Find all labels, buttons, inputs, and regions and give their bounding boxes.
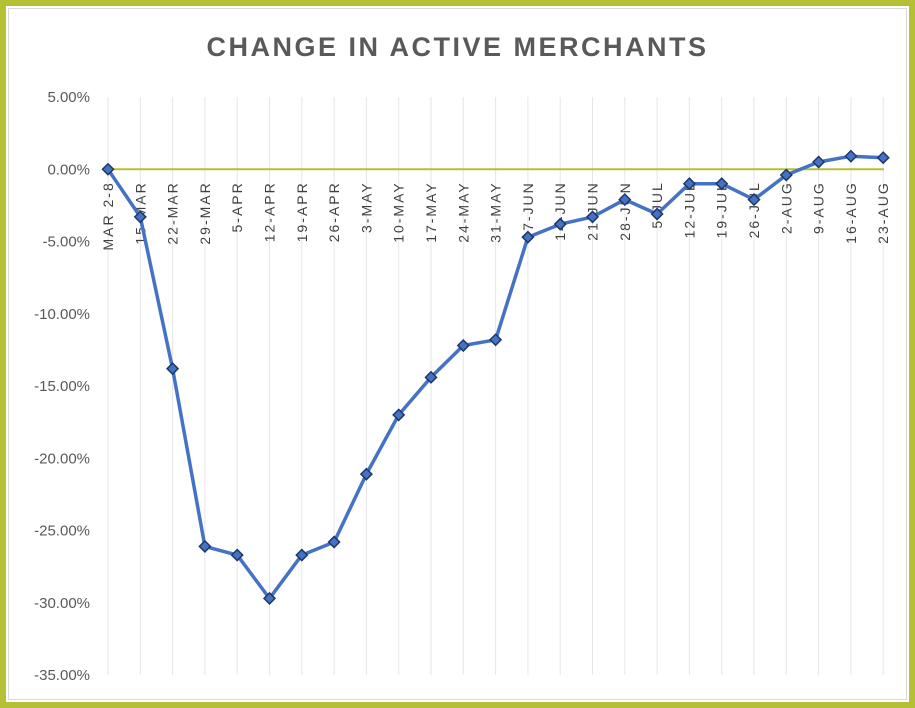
data-point-marker [166, 362, 180, 376]
x-tick-label: 31-MAY [488, 181, 504, 243]
data-point-marker [101, 162, 115, 176]
y-tick-label: -5.00% [42, 234, 90, 251]
data-point-marker [812, 155, 826, 169]
y-tick-label: -30.00% [34, 595, 90, 612]
x-tick-label: 23-AUG [875, 181, 891, 244]
x-axis-tick-labels: MAR 2-815-MAR22-MAR29-MAR5-APR12-APR19-A… [100, 181, 891, 250]
chart-area-border [8, 8, 907, 700]
x-tick-label: 9-AUG [811, 181, 827, 234]
x-tick-label: 12-JUL [681, 181, 697, 238]
data-point-marker [392, 408, 406, 422]
data-point-marker [327, 535, 341, 549]
x-tick-label: 5-APR [229, 181, 245, 232]
data-point-marker [359, 467, 373, 481]
data-point-marker [715, 177, 729, 191]
x-tick-label: 24-MAY [455, 181, 471, 243]
y-tick-label: -10.00% [34, 306, 90, 323]
y-axis-tick-labels: 5.00% 0.00% -5.00% -10.00% -15.00% -20.00% -25… [34, 89, 90, 684]
data-point-marker [553, 217, 567, 231]
y-tick-label: -25.00% [34, 523, 90, 540]
data-point-marker [198, 539, 212, 553]
x-tick-label: 7-JUN [520, 181, 536, 231]
data-point-marker [650, 207, 664, 221]
chart-title: CHANGE IN ACTIVE MERCHANTS [206, 32, 709, 62]
x-tick-label: 5-JUL [649, 181, 665, 228]
x-tick-label: 26-JUL [746, 181, 762, 238]
data-point-marker [747, 193, 761, 207]
y-tick-label: -15.00% [34, 378, 90, 395]
x-tick-label: 10-MAY [391, 181, 407, 243]
y-tick-label: 0.00% [47, 161, 90, 178]
data-point-marker [876, 151, 890, 165]
x-tick-label: 26-APR [326, 181, 342, 242]
x-tick-label: 22-MAR [165, 181, 181, 244]
x-tick-label: 14-JUN [552, 181, 568, 240]
data-point-marker [262, 591, 277, 605]
data-point-marker [682, 177, 696, 191]
x-tick-label: MAR 2-8 [100, 181, 116, 250]
x-tick-label: 2-AUG [778, 181, 794, 234]
x-tick-label: 19-JUL [714, 181, 730, 238]
data-point-marker [489, 333, 503, 347]
data-point-marker [779, 168, 793, 182]
data-point-marker [424, 370, 438, 384]
x-tick-label: 16-AUG [843, 181, 859, 244]
x-tick-label: 19-APR [294, 181, 310, 242]
x-tick-label: 12-APR [262, 181, 278, 242]
x-tick-label: 3-MAY [358, 181, 374, 233]
y-tick-label: -20.00% [34, 450, 90, 467]
y-tick-label: 5.00% [47, 89, 90, 106]
series-active-merchants [101, 149, 890, 605]
y-tick-label: -35.00% [34, 667, 90, 684]
x-tick-label: 17-MAY [423, 181, 439, 243]
x-tick-label: 28-JUN [617, 181, 633, 240]
data-point-marker [456, 338, 470, 353]
data-point-marker [133, 210, 147, 224]
data-point-marker [230, 548, 244, 562]
x-tick-label: 29-MAR [197, 181, 213, 244]
data-point-marker [521, 230, 535, 244]
data-point-marker [295, 548, 309, 562]
data-point-marker [844, 149, 858, 163]
data-point-marker [585, 210, 600, 224]
data-point-marker [618, 193, 632, 207]
